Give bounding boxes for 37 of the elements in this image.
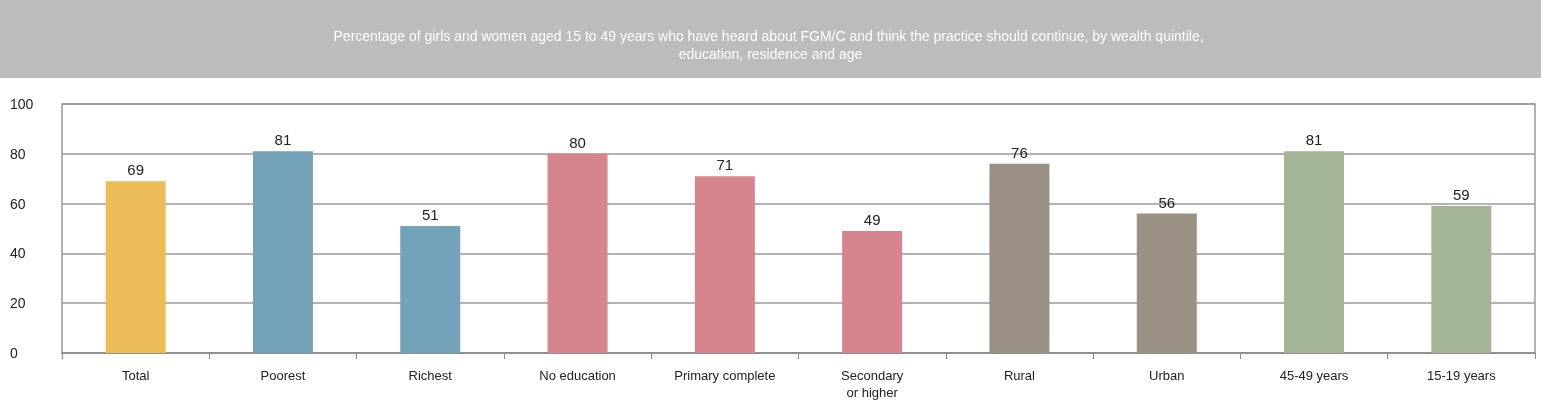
x-tick-label: Secondary or higher bbox=[841, 368, 904, 400]
x-tick-label: Rural bbox=[1003, 368, 1036, 383]
chart-title: Percentage of girls and women aged 15 to 49 years who have heard about FGM/C and think the practice should continue, by wealth quintile, education, residence and age bbox=[333, 28, 1208, 62]
x-tick-label: 45-49 years bbox=[1279, 368, 1349, 383]
x-tick-label: Urban bbox=[1149, 368, 1185, 383]
x-tick-label: Primary complete bbox=[674, 368, 776, 383]
data-label: 80 bbox=[569, 133, 586, 151]
bar bbox=[105, 181, 166, 353]
bar bbox=[989, 163, 1050, 353]
data-label: 76 bbox=[1011, 143, 1028, 161]
y-tick-label: 0 bbox=[10, 345, 18, 361]
x-tick-label: No education bbox=[539, 368, 616, 383]
x-tick-label: Richest bbox=[408, 368, 453, 383]
x-tick-label: Total bbox=[121, 368, 150, 383]
bar bbox=[547, 153, 608, 353]
y-tick-label: 60 bbox=[10, 195, 26, 212]
data-label: 59 bbox=[1453, 186, 1470, 204]
data-label: 69 bbox=[127, 161, 144, 179]
bar bbox=[252, 151, 313, 353]
bar bbox=[1136, 213, 1197, 353]
x-tick-label: 15-19 years bbox=[1427, 368, 1497, 383]
data-label: 56 bbox=[1158, 193, 1176, 211]
data-label: 49 bbox=[863, 210, 881, 228]
data-label: 51 bbox=[421, 206, 439, 224]
data-label: 71 bbox=[716, 156, 734, 174]
bar bbox=[1431, 206, 1492, 353]
y-tick-label: 100 bbox=[10, 96, 34, 112]
y-tick-label: 80 bbox=[10, 145, 26, 162]
data-label: 81 bbox=[274, 131, 292, 149]
x-tick-label: Poorest bbox=[260, 368, 306, 383]
bar bbox=[694, 176, 755, 353]
bar bbox=[1284, 151, 1345, 353]
bar bbox=[842, 230, 903, 353]
y-tick-label: 20 bbox=[10, 295, 26, 312]
y-tick-label: 40 bbox=[10, 245, 26, 262]
bar bbox=[400, 226, 461, 353]
data-label: 81 bbox=[1305, 131, 1323, 149]
